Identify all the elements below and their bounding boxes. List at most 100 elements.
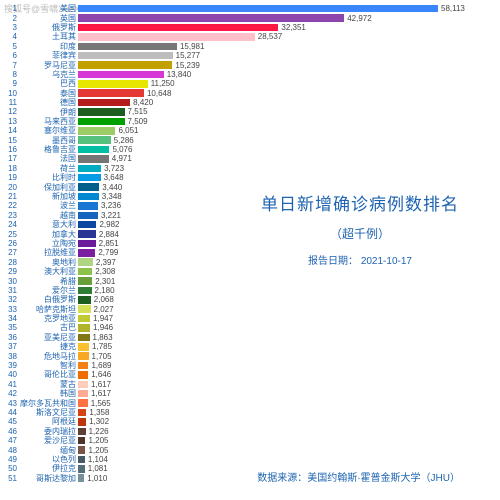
bar	[78, 5, 438, 13]
bar-value: 6,051	[115, 126, 138, 135]
rank-label: 50	[0, 464, 18, 473]
bar	[78, 324, 90, 332]
date-label: 报告日期：	[308, 256, 358, 267]
rank-label: 10	[0, 89, 18, 98]
bar-value: 2,027	[91, 305, 114, 314]
rank-label: 2	[0, 14, 18, 23]
data-source: 数据来源：美国约翰斯·霍普金斯大学（JHU）	[257, 469, 460, 484]
rank-label: 42	[0, 389, 18, 398]
rank-label: 41	[0, 380, 18, 389]
rank-label: 12	[0, 107, 18, 116]
rank-label: 48	[0, 446, 18, 455]
bar	[78, 165, 101, 173]
bar-value: 1,565	[88, 399, 111, 408]
rank-label: 36	[0, 333, 18, 342]
bar	[78, 390, 88, 398]
bar	[78, 99, 130, 107]
bar	[78, 127, 115, 135]
rank-label: 8	[0, 70, 18, 79]
rank-label: 18	[0, 164, 18, 173]
bar	[78, 343, 89, 351]
bar	[78, 287, 92, 295]
rank-label: 15	[0, 136, 18, 145]
bar	[78, 33, 255, 41]
rank-label: 17	[0, 154, 18, 163]
chart-title: 单日新增确诊病例数排名	[230, 190, 490, 215]
bar	[78, 465, 85, 473]
bar-value: 2,884	[96, 230, 119, 239]
title-block: 单日新增确诊病例数排名 （超千例） 报告日期： 2021-10-17	[230, 190, 490, 267]
bar-value: 2,982	[96, 220, 119, 229]
rank-label: 26	[0, 239, 18, 248]
rank-label: 27	[0, 248, 18, 257]
bar-value: 1,785	[89, 342, 112, 351]
rank-label: 5	[0, 42, 18, 51]
rank-label: 21	[0, 192, 18, 201]
rank-label: 9	[0, 79, 18, 88]
rank-label: 11	[0, 98, 18, 107]
rank-label: 46	[0, 427, 18, 436]
bar	[78, 230, 96, 238]
bar-value: 7,509	[125, 117, 148, 126]
bar	[78, 14, 344, 22]
bar	[78, 155, 109, 163]
bar-value: 3,440	[99, 183, 122, 192]
bar-value: 2,397	[93, 258, 116, 267]
rank-label: 14	[0, 126, 18, 135]
bar-value: 28,537	[255, 32, 282, 41]
bar	[78, 362, 88, 370]
bar-value: 15,277	[173, 51, 200, 60]
rank-label: 1	[0, 4, 18, 13]
bar	[78, 71, 164, 79]
bar	[78, 334, 90, 342]
bar-value: 1,226	[86, 427, 109, 436]
date-value: 2021-10-17	[361, 256, 412, 267]
bar-value: 3,236	[98, 201, 121, 210]
rank-label: 4	[0, 32, 18, 41]
bar-value: 1,010	[84, 474, 107, 483]
rank-label: 29	[0, 267, 18, 276]
rank-label: 32	[0, 295, 18, 304]
bar	[78, 352, 89, 360]
bar-value: 2,180	[92, 286, 115, 295]
bar-value: 11,250	[148, 79, 175, 88]
bar	[78, 381, 88, 389]
bar-value: 4,971	[109, 154, 132, 163]
rank-label: 40	[0, 370, 18, 379]
bar-value: 1,205	[85, 436, 108, 445]
bar-value: 1,617	[88, 380, 111, 389]
bar	[78, 183, 99, 191]
bar	[78, 89, 144, 97]
bar-value: 2,301	[92, 277, 115, 286]
rank-label: 33	[0, 305, 18, 314]
bar-value: 1,205	[85, 446, 108, 455]
rank-label: 38	[0, 352, 18, 361]
bar	[78, 118, 125, 126]
bar	[78, 80, 148, 88]
bar-value: 58,113	[438, 4, 465, 13]
bar	[78, 258, 93, 266]
rank-label: 49	[0, 455, 18, 464]
rank-label: 28	[0, 258, 18, 267]
bar	[78, 193, 99, 201]
bar-value: 1,946	[90, 323, 113, 332]
bar-value: 7,515	[125, 107, 148, 116]
rank-label: 44	[0, 408, 18, 417]
rank-label: 13	[0, 117, 18, 126]
bar-value: 42,972	[344, 14, 371, 23]
bar	[78, 456, 85, 464]
bar-value: 1,104	[85, 455, 108, 464]
rank-label: 51	[0, 474, 18, 483]
rank-label: 35	[0, 323, 18, 332]
bar	[78, 24, 278, 32]
bar	[78, 399, 88, 407]
rank-label: 22	[0, 201, 18, 210]
chart-subtitle: （超千例）	[230, 225, 490, 242]
bar	[78, 212, 98, 220]
bar-value: 3,648	[101, 173, 124, 182]
bar	[78, 305, 91, 313]
bar-value: 2,068	[91, 295, 114, 304]
bar-value: 1,302	[86, 417, 109, 426]
rank-label: 37	[0, 342, 18, 351]
bar	[78, 240, 96, 248]
